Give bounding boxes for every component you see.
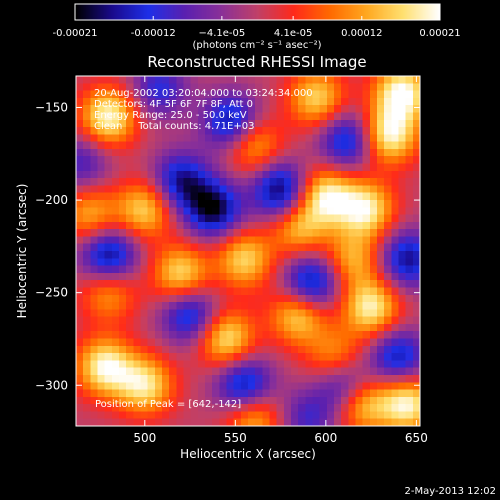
colorbar-tick-label: −4.1e-05 [198,28,245,39]
colorbar-tick-label: -0.00012 [131,28,176,39]
heatmap-image [76,76,420,426]
footer-timestamp: 2-May-2013 12:02 [404,486,496,497]
colorbar-ticks: -0.00021 -0.00012 −4.1e-05 4.1e-05 0.00012 0.… [53,16,461,39]
colorbar-tick-label: 0.00012 [341,28,382,39]
annotation-energy-range: Energy Range: 25.0 - 50.0 keV [94,110,247,121]
x-tick-label: 550 [224,431,247,445]
colorbar: -0.00021 -0.00012 −4.1e-05 4.1e-05 0.00012 0.… [53,3,461,51]
heatmap-plot [75,75,421,427]
y-axis-label: Heliocentric Y (arcsec) [15,184,29,319]
colorbar-tick-label: 4.1e-05 [274,28,312,39]
x-axis-label: Heliocentric X (arcsec) [180,447,316,461]
colorbar-tick-label: -0.00021 [53,28,98,39]
annotation-detectors: Detectors: 4F 5F 6F 7F 8F, Att 0 [94,99,253,110]
colorbar-tick-label: 0.00021 [419,28,460,39]
annotation-peak-position: Position of Peak = [642,-142] [95,399,241,410]
x-tick-label: 500 [133,431,156,445]
y-tick-label: −200 [35,193,68,207]
y-tick-label: −250 [35,286,68,300]
y-tick-label: −300 [35,378,68,392]
y-tick-label: −150 [35,100,68,114]
plot-annotations: 20-Aug-2002 03:20:04.000 to 03:24:34.000… [94,88,313,410]
x-tick-label: 650 [405,431,428,445]
annotation-time-range: 20-Aug-2002 03:20:04.000 to 03:24:34.000 [94,88,313,99]
axis-ticks: 500 550 600 650 −150 −200 −250 −300 [35,76,428,445]
colorbar-gradient [75,4,440,20]
chart-title: Reconstructed RHESSI Image [147,53,366,71]
x-tick-label: 600 [314,431,337,445]
plot-frame [75,75,421,427]
colorbar-frame [74,3,441,21]
annotation-clean-counts: Clean Total counts: 4.71E+03 [94,121,254,132]
colorbar-unit-label: (photons cm⁻² s⁻¹ asec⁻²) [192,40,321,51]
